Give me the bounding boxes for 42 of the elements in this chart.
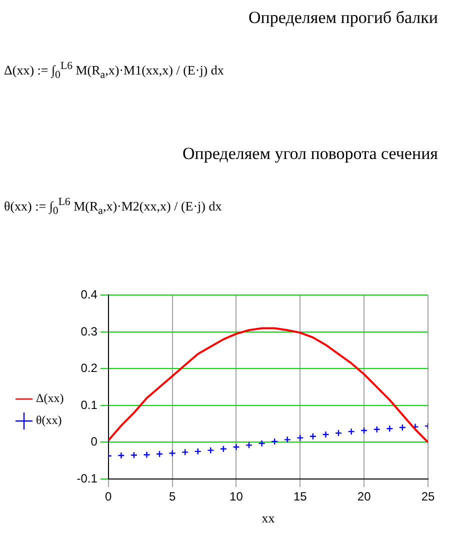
point xyxy=(207,446,214,454)
point xyxy=(322,430,330,438)
y-tick-label: -0.1 xyxy=(76,471,98,486)
x-axis-title: xx xyxy=(262,510,276,526)
y-tick-label: 0.2 xyxy=(80,361,98,376)
x-tick-label: 20 xyxy=(357,490,372,504)
point xyxy=(181,448,189,456)
text: Определяем угол поворота сечения xyxy=(181,144,439,165)
point xyxy=(118,452,125,460)
y-tick-label: 0 xyxy=(90,434,98,449)
point xyxy=(309,432,317,440)
point xyxy=(168,450,176,457)
x-tick-label: 0 xyxy=(105,490,112,504)
legend-label: Δ(xx) xyxy=(36,391,64,406)
point xyxy=(398,424,406,432)
text: Определяем прогиб балки xyxy=(248,8,439,29)
x-tick-label: 15 xyxy=(293,490,308,504)
point xyxy=(348,428,355,436)
y-tick-label: 0.4 xyxy=(80,288,98,302)
point xyxy=(334,429,342,437)
x-tick-label: 10 xyxy=(230,490,244,504)
point xyxy=(194,448,202,456)
point xyxy=(258,440,266,447)
point xyxy=(270,438,278,446)
point xyxy=(156,450,164,458)
point xyxy=(386,425,394,432)
point xyxy=(143,451,150,458)
legend-label: θ(xx) xyxy=(36,413,62,428)
point xyxy=(245,442,253,449)
x-tick-label: 25 xyxy=(421,490,435,504)
text: Δ(xx) := ∫$_{0}$$^{L6}$ M(R$_{a}$,x)·M1(xx,x) / (E·j) dx xyxy=(3,59,225,83)
y-tick-label: 0.1 xyxy=(80,398,98,412)
point xyxy=(220,445,228,452)
point xyxy=(360,426,368,434)
y-tick-label: 0.3 xyxy=(80,324,98,338)
x-tick-label: 5 xyxy=(168,490,176,504)
point xyxy=(284,436,291,444)
point xyxy=(373,426,380,433)
point xyxy=(296,434,304,442)
text: θ(xx) := ∫$_{0}$$^{L6}$ M(R$_{a}$,x)·M2(xx,x) / (E·j) dx xyxy=(3,195,223,219)
point xyxy=(232,443,240,451)
point xyxy=(130,452,138,459)
